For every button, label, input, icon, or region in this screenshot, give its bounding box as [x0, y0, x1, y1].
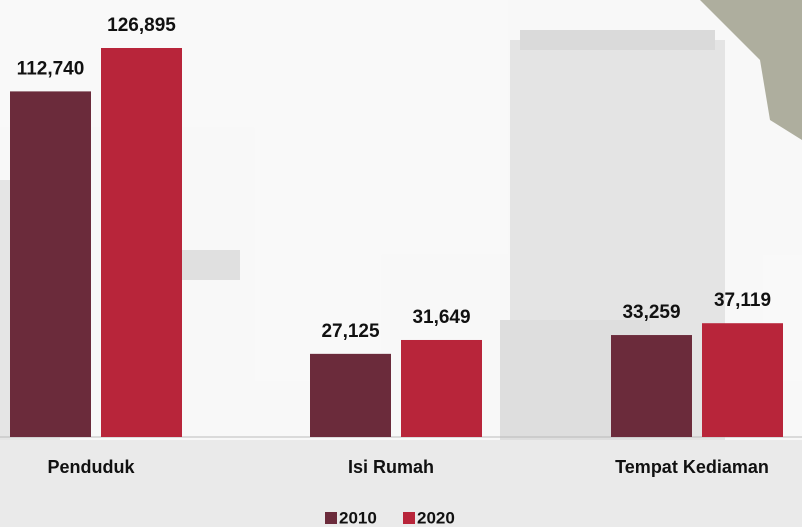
value-label: 37,119	[714, 290, 771, 311]
bar	[401, 340, 482, 437]
x-tick-label: Tempat Kediaman	[615, 457, 769, 477]
bar	[702, 323, 783, 437]
legend-swatch	[403, 512, 415, 524]
x-tick-label: Penduduk	[47, 457, 135, 477]
legend-label: 2010	[339, 508, 377, 527]
chart: 112,740 126,895 Penduduk 27,125 31,649 Isi Ru…	[0, 0, 802, 527]
page: {"chart_data": {"type": "bar", "categori…	[0, 0, 802, 527]
bar	[10, 91, 91, 437]
legend-swatch	[325, 512, 337, 524]
value-label: 126,895	[107, 15, 176, 36]
value-label: 27,125	[321, 321, 380, 342]
bar	[310, 354, 391, 437]
value-label: 112,740	[17, 58, 85, 79]
bar	[101, 48, 182, 437]
bar	[611, 335, 692, 437]
x-tick-label: Isi Rumah	[348, 457, 434, 477]
value-label: 33,259	[622, 302, 680, 323]
value-label: 31,649	[412, 307, 470, 328]
legend-label: 2020	[417, 508, 455, 527]
